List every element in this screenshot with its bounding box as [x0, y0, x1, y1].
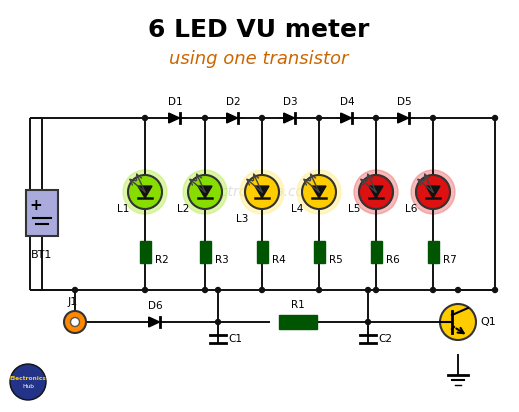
FancyBboxPatch shape [26, 190, 58, 236]
Polygon shape [149, 317, 159, 327]
Bar [371, 241, 381, 263]
Text: Electronics: Electronics [9, 377, 46, 382]
Circle shape [493, 288, 498, 293]
Text: R5: R5 [329, 255, 343, 265]
Circle shape [302, 175, 336, 209]
Text: R3: R3 [215, 255, 229, 265]
Polygon shape [198, 186, 212, 198]
Text: R4: R4 [272, 255, 286, 265]
Text: C2: C2 [378, 334, 392, 344]
Circle shape [317, 115, 321, 120]
Circle shape [64, 311, 86, 333]
Text: D2: D2 [226, 97, 240, 107]
Circle shape [260, 115, 265, 120]
Bar [199, 241, 211, 263]
Circle shape [317, 288, 321, 293]
Bar [279, 315, 317, 329]
Text: using one transistor: using one transistor [169, 50, 349, 68]
Text: R7: R7 [443, 255, 457, 265]
Circle shape [183, 170, 227, 214]
Text: R2: R2 [155, 255, 169, 265]
Text: J1: J1 [68, 297, 78, 307]
Text: BT1: BT1 [31, 250, 53, 260]
Text: D4: D4 [340, 97, 354, 107]
Text: Q1: Q1 [480, 317, 496, 327]
Text: +: + [30, 197, 43, 213]
Polygon shape [398, 113, 408, 123]
Circle shape [123, 170, 167, 214]
Polygon shape [369, 186, 383, 198]
Polygon shape [340, 113, 351, 123]
Circle shape [354, 170, 398, 214]
Circle shape [202, 115, 208, 120]
Circle shape [411, 170, 455, 214]
Circle shape [73, 288, 77, 293]
Bar [428, 241, 439, 263]
Text: L1: L1 [117, 204, 129, 214]
Circle shape [215, 288, 221, 293]
Text: C1: C1 [228, 334, 242, 344]
Circle shape [359, 175, 393, 209]
Text: D6: D6 [148, 301, 162, 311]
Text: D5: D5 [397, 97, 412, 107]
Text: D1: D1 [168, 97, 182, 107]
Circle shape [297, 170, 341, 214]
Circle shape [374, 288, 378, 293]
Circle shape [456, 288, 460, 293]
Circle shape [143, 115, 147, 120]
Text: R6: R6 [386, 255, 400, 265]
Circle shape [188, 175, 222, 209]
Circle shape [430, 288, 435, 293]
Polygon shape [255, 186, 269, 198]
Polygon shape [312, 186, 326, 198]
Circle shape [202, 288, 208, 293]
Text: 6 LED VU meter: 6 LED VU meter [148, 18, 370, 42]
Polygon shape [169, 113, 180, 123]
Bar [313, 241, 324, 263]
Polygon shape [426, 186, 440, 198]
Bar [256, 241, 267, 263]
Circle shape [430, 115, 435, 120]
Text: L2: L2 [177, 204, 189, 214]
Polygon shape [138, 186, 152, 198]
Bar [140, 241, 151, 263]
Polygon shape [227, 113, 238, 123]
Text: L6: L6 [405, 204, 417, 214]
Circle shape [260, 288, 265, 293]
Circle shape [365, 288, 371, 293]
Circle shape [374, 115, 378, 120]
Text: R1: R1 [291, 300, 305, 310]
Circle shape [215, 319, 221, 325]
Circle shape [440, 304, 476, 340]
Text: L3: L3 [236, 214, 248, 224]
Circle shape [128, 175, 162, 209]
Circle shape [365, 319, 371, 325]
Text: L5: L5 [348, 204, 360, 214]
Text: D3: D3 [283, 97, 297, 107]
Text: Hub: Hub [22, 384, 34, 389]
Text: electronicca.com: electronicca.com [200, 185, 318, 199]
Circle shape [143, 288, 147, 293]
Circle shape [10, 364, 46, 400]
Circle shape [493, 115, 498, 120]
Circle shape [416, 175, 450, 209]
Circle shape [71, 318, 79, 326]
Text: L4: L4 [291, 204, 303, 214]
Polygon shape [284, 113, 294, 123]
Circle shape [240, 170, 284, 214]
Circle shape [245, 175, 279, 209]
